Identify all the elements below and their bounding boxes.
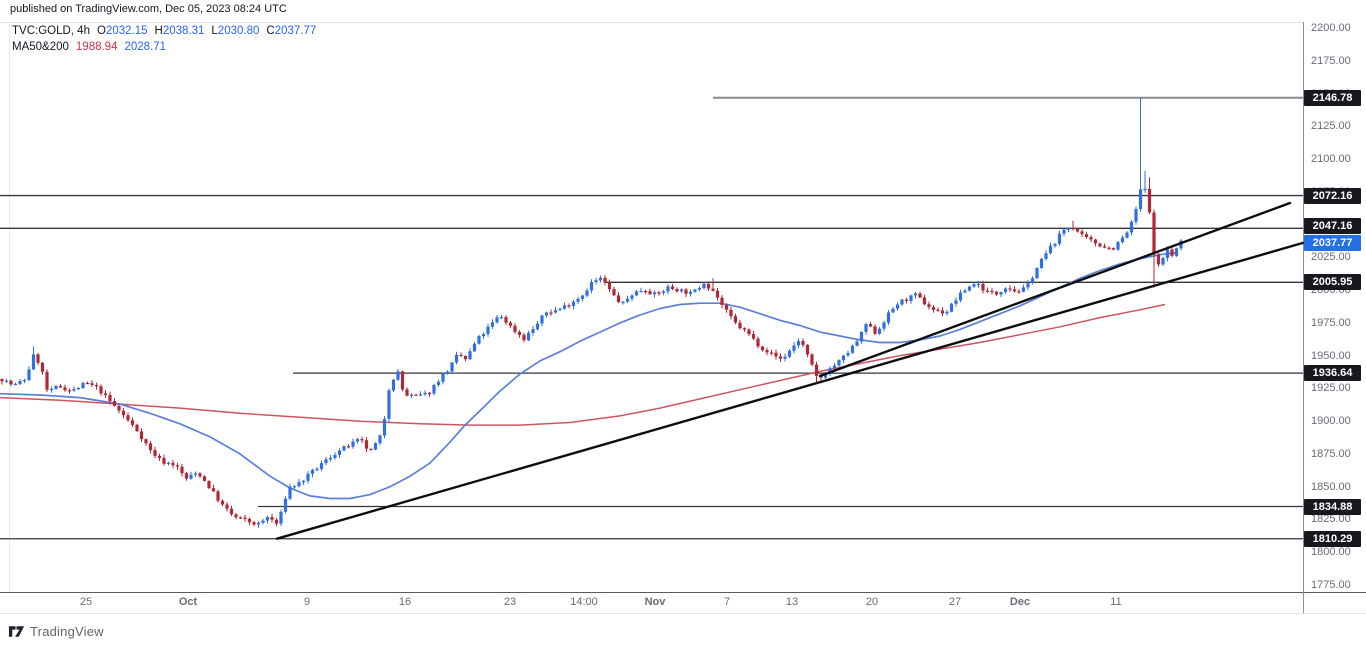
time-axis-label: 27 bbox=[948, 596, 962, 608]
time-axis-label: Dec bbox=[1009, 596, 1031, 608]
price-tick-label: 1900.00 bbox=[1311, 415, 1351, 427]
symbol-interval-label: TVC:GOLD, 4h bbox=[12, 25, 90, 37]
time-axis-label: 25 bbox=[79, 596, 93, 608]
open-value: O2032.15 bbox=[96, 25, 148, 37]
price-tick-label: 2100.00 bbox=[1311, 153, 1351, 165]
candlestick-series bbox=[0, 97, 1183, 528]
time-axis-label: 20 bbox=[865, 596, 879, 608]
price-level-badge: 2005.95 bbox=[1304, 274, 1361, 290]
price-tick-label: 2175.00 bbox=[1311, 55, 1351, 67]
high-value: H2038.31 bbox=[154, 25, 205, 37]
ma50-line bbox=[0, 251, 1179, 500]
price-tick-label: 2125.00 bbox=[1311, 120, 1351, 132]
price-level-badge: 1810.29 bbox=[1304, 531, 1361, 547]
time-axis-label: 7 bbox=[723, 596, 731, 608]
price-level-badge: 2047.16 bbox=[1304, 218, 1361, 234]
chart-legend: TVC:GOLD, 4h O2032.15 H2038.31 L2030.80 C203… bbox=[12, 23, 316, 55]
price-tick-label: 1925.00 bbox=[1311, 382, 1351, 394]
plot-top-border bbox=[0, 22, 1303, 23]
price-tick-label: 1775.00 bbox=[1311, 579, 1351, 591]
time-axis-label: Oct bbox=[178, 596, 198, 608]
price-level-badge: 1936.64 bbox=[1304, 365, 1361, 381]
low-value: L2030.80 bbox=[211, 25, 260, 37]
price-level-badge: 2072.16 bbox=[1304, 188, 1361, 204]
price-tick-label: 1950.00 bbox=[1311, 350, 1351, 362]
price-tick-label: 1800.00 bbox=[1311, 546, 1351, 558]
trendline bbox=[818, 201, 1292, 378]
tradingview-logo-icon bbox=[8, 626, 25, 637]
time-axis-label: 9 bbox=[303, 596, 311, 608]
ma200-line bbox=[0, 303, 1166, 426]
time-axis-label: 16 bbox=[398, 596, 412, 608]
trendline bbox=[275, 241, 1305, 540]
tradingview-brand-text: TradingView bbox=[30, 624, 104, 639]
time-axis-label: 23 bbox=[503, 596, 517, 608]
ma200-value: 1988.94 bbox=[75, 41, 118, 53]
published-timestamp: published on TradingView.com, Dec 05, 20… bbox=[10, 3, 287, 15]
ma-legend-row: MA50&200 1988.94 2028.71 bbox=[12, 39, 316, 55]
time-axis-label: Nov bbox=[644, 596, 666, 608]
price-level-badge: 2146.78 bbox=[1304, 90, 1361, 106]
time-axis-bottom-border bbox=[0, 613, 1366, 614]
ohlc-legend-row: TVC:GOLD, 4h O2032.15 H2038.31 L2030.80 C203… bbox=[12, 23, 316, 39]
close-value: C2037.77 bbox=[266, 25, 317, 37]
time-axis-label: 11 bbox=[1110, 596, 1122, 608]
price-tick-label: 2200.00 bbox=[1311, 22, 1351, 34]
time-axis-label: 13 bbox=[785, 596, 799, 608]
vertical-gridline bbox=[9, 22, 10, 592]
price-tick-label: 2025.00 bbox=[1311, 251, 1351, 263]
price-tick-label: 1975.00 bbox=[1311, 317, 1351, 329]
price-level-badge: 1834.88 bbox=[1304, 499, 1361, 515]
time-axis-label: 14:00 bbox=[570, 596, 598, 608]
ma-indicator-label: MA50&200 bbox=[12, 41, 69, 53]
last-price-badge: 2037.77 bbox=[1304, 235, 1361, 251]
price-tick-label: 1825.00 bbox=[1311, 513, 1351, 525]
price-tick-label: 1875.00 bbox=[1311, 448, 1351, 460]
tradingview-logo: TradingView bbox=[8, 624, 104, 639]
ma50-value: 2028.71 bbox=[124, 41, 167, 53]
price-tick-label: 1850.00 bbox=[1311, 481, 1351, 493]
time-axis-separator bbox=[0, 592, 1366, 593]
price-axis-border bbox=[1303, 22, 1304, 613]
